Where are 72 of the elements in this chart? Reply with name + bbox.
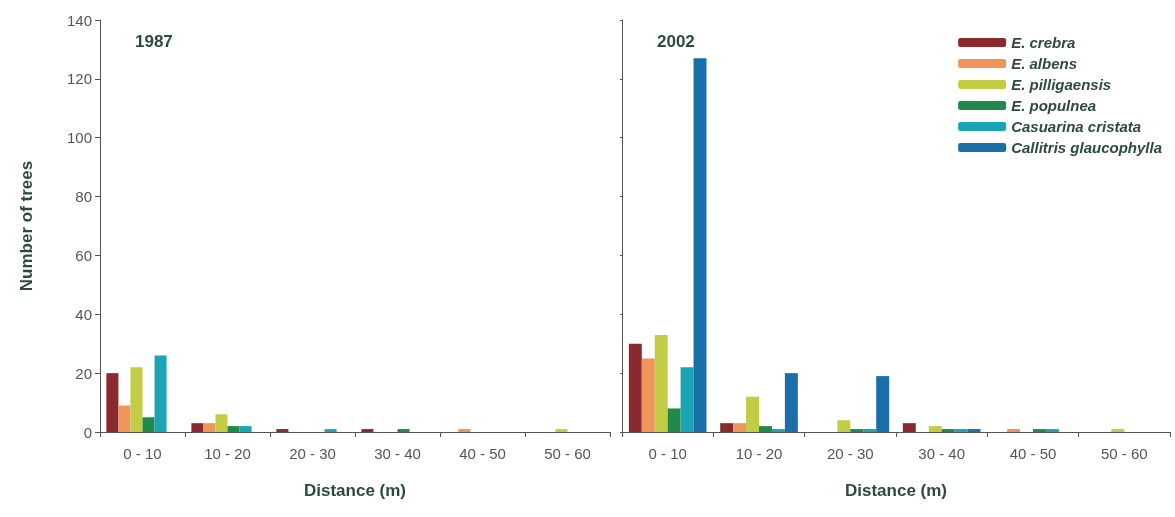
bar bbox=[641, 358, 655, 432]
x-tick-label: 30 - 40 bbox=[374, 445, 421, 462]
bar bbox=[667, 408, 681, 432]
y-tick-label: 100 bbox=[66, 129, 92, 147]
bar bbox=[397, 429, 410, 432]
x-tick-label: 10 - 20 bbox=[204, 445, 251, 462]
x-tick-label: 50 - 60 bbox=[1100, 445, 1148, 462]
bar bbox=[680, 367, 694, 432]
x-axis-title: Distance (m) bbox=[303, 481, 407, 500]
bar bbox=[458, 429, 471, 432]
legend-label: Casuarina cristata bbox=[1011, 118, 1142, 135]
bar bbox=[154, 355, 167, 432]
bar bbox=[1111, 429, 1125, 432]
bar bbox=[118, 405, 131, 432]
bar bbox=[1045, 429, 1059, 432]
bar bbox=[191, 423, 204, 432]
bar bbox=[555, 429, 568, 432]
bar bbox=[941, 429, 955, 432]
legend-label: E. pilligaensis bbox=[1011, 76, 1112, 93]
bar bbox=[693, 58, 707, 432]
bar bbox=[203, 423, 216, 432]
bar bbox=[902, 423, 916, 432]
x-tick-label: 40 - 50 bbox=[1009, 445, 1057, 462]
bar bbox=[106, 373, 119, 432]
x-tick-label: 10 - 20 bbox=[735, 445, 783, 462]
bar bbox=[759, 426, 772, 432]
bar bbox=[654, 334, 668, 432]
y-tick-label: 80 bbox=[75, 188, 92, 206]
bar bbox=[954, 429, 968, 432]
legend-label: E. populnea bbox=[1011, 97, 1097, 114]
x-tick-label: 20 - 30 bbox=[289, 445, 336, 462]
bar bbox=[130, 367, 143, 432]
bar bbox=[784, 373, 798, 432]
y-axis-title: Number of trees bbox=[17, 160, 36, 292]
x-tick-label: 40 - 50 bbox=[459, 445, 506, 462]
bar bbox=[215, 414, 228, 432]
y-tick-label: 60 bbox=[75, 246, 92, 264]
bar bbox=[863, 429, 877, 432]
bar bbox=[876, 376, 890, 432]
bar bbox=[746, 396, 759, 432]
bar bbox=[771, 429, 785, 432]
bar bbox=[733, 423, 747, 432]
x-axis-title: Distance (m) bbox=[844, 481, 948, 500]
y-tick-label: 20 bbox=[75, 364, 92, 382]
bar bbox=[239, 426, 252, 432]
x-tick-label: 0 - 10 bbox=[648, 445, 687, 462]
y-tick-label: 140 bbox=[66, 11, 92, 29]
y-tick-label: 0 bbox=[83, 423, 92, 441]
bar bbox=[1007, 429, 1021, 432]
bar bbox=[227, 426, 240, 432]
legend-label: Callitris glaucophylla bbox=[1011, 139, 1162, 156]
bar bbox=[967, 429, 981, 432]
bar bbox=[276, 429, 289, 432]
bar bbox=[361, 429, 374, 432]
bar bbox=[1033, 429, 1046, 432]
bar bbox=[928, 426, 942, 432]
bar bbox=[720, 423, 734, 432]
x-tick-label: 20 - 30 bbox=[826, 445, 874, 462]
bar bbox=[850, 429, 864, 432]
legend-label: E. albens bbox=[1011, 55, 1077, 72]
y-tick-label: 120 bbox=[66, 70, 92, 88]
bar bbox=[837, 420, 851, 432]
text: 1987 bbox=[135, 32, 173, 51]
text: 2002 bbox=[657, 32, 695, 51]
bar bbox=[142, 417, 155, 432]
bar bbox=[628, 343, 642, 432]
x-tick-label: 50 - 60 bbox=[544, 445, 591, 462]
x-tick-label: 0 - 10 bbox=[123, 445, 162, 462]
legend-label: E. crebra bbox=[1011, 34, 1076, 51]
x-tick-label: 30 - 40 bbox=[918, 445, 966, 462]
bar bbox=[324, 429, 337, 432]
y-tick-label: 40 bbox=[75, 305, 92, 323]
